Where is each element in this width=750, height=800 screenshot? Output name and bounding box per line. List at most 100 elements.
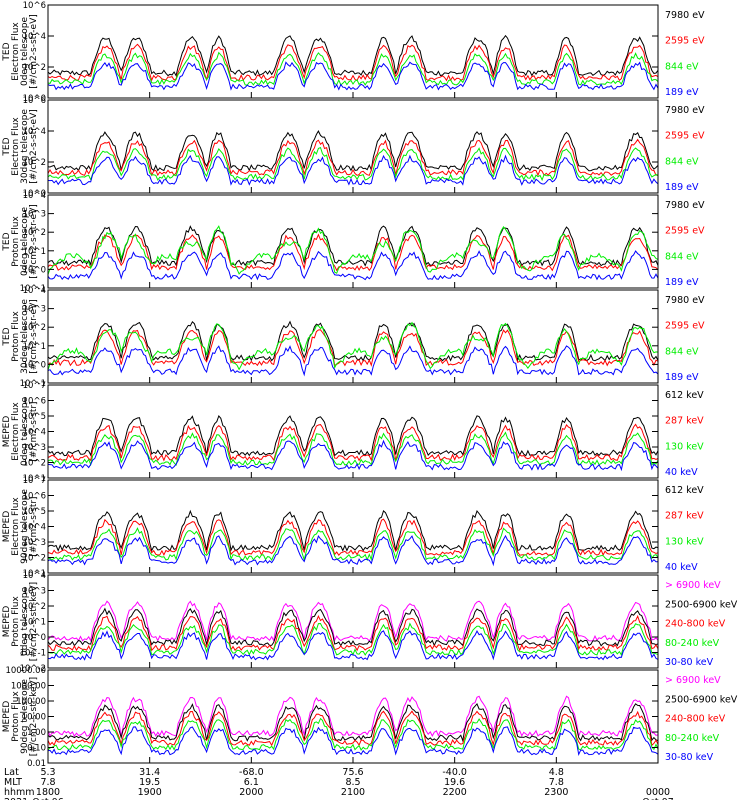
series-8-1 [47, 695, 659, 738]
x-row-label: 2021 [4, 797, 28, 800]
y-tick-label: 10.00 [22, 713, 46, 723]
y-axis-label: Electron Flux [11, 402, 21, 461]
legend-entry: 844 eV [665, 251, 699, 262]
y-tick-label: 10^5 [23, 412, 46, 422]
y-tick-label: 10000.00 [5, 666, 46, 676]
legend-entry: 844 eV [665, 156, 699, 167]
y-tick-label: 10^2 [23, 158, 46, 168]
x-tick-lat: -68.0 [239, 767, 264, 778]
x-tick-hhmm: 2300 [544, 787, 568, 798]
panel-5: 10^1 10^2 10^3 10^4 10^5 10^6 10^7 MEPED Electro… [2, 381, 704, 484]
y-tick-label: 10^4 [23, 191, 46, 201]
series-3-3 [47, 225, 659, 275]
legend-entry: 189 eV [665, 182, 699, 193]
y-axis-label: [#/cm2-s-str-eV] [29, 204, 39, 279]
panel-frame [47, 194, 659, 289]
x-tick-mlt: 6.1 [244, 777, 259, 788]
x-tick-mlt: 8.5 [345, 777, 360, 788]
series-6-1 [47, 509, 659, 553]
series-7-5 [47, 630, 659, 661]
series-7-1 [47, 600, 659, 643]
legend-entry: 2500-6900 keV [665, 599, 738, 610]
y-tick-label: 0.01 [27, 759, 46, 769]
series-2-4 [47, 154, 659, 186]
y-tick-label: 10^2 [23, 459, 46, 469]
x-tick-mlt: 19.5 [139, 777, 160, 788]
legend-entry: 40 keV [665, 467, 698, 478]
legend-entry: 612 keV [665, 485, 704, 496]
legend-entry: 844 eV [665, 61, 699, 72]
legend-entry: 612 keV [665, 390, 704, 401]
y-tick-label: 10^1 [23, 618, 46, 628]
y-axis-label: MEPED [2, 416, 12, 448]
y-tick-label: 10^7 [23, 476, 46, 486]
y-tick-label: 10^-1 [20, 284, 46, 294]
y-tick-label: 10^6 [23, 492, 46, 502]
series-5-3 [47, 431, 659, 467]
x-row-label: hhmm [4, 787, 35, 798]
y-axis-label: Proton Flux [11, 691, 21, 742]
y-axis-label: 0deg telescope [20, 397, 30, 467]
legend-entry: 2595 eV [665, 226, 705, 237]
y-axis-label: TED [2, 232, 12, 251]
series-1-2 [47, 43, 659, 82]
y-axis-label: 30deg telescope [20, 299, 30, 374]
y-tick-label: 10^3 [23, 210, 46, 220]
legend-entry: 7980 eV [665, 10, 705, 21]
series-7-4 [47, 622, 659, 657]
series-8-5 [47, 726, 659, 757]
y-tick-label: 10^3 [23, 587, 46, 597]
y-axis-label: Proton Flux [11, 596, 21, 647]
y-tick-label: 10^4 [23, 286, 46, 296]
y-tick-label: 10^2 [23, 63, 46, 73]
y-axis-label: 30deg telescope [20, 109, 30, 184]
legend-entry: 844 eV [665, 346, 699, 357]
y-axis-label: TED [2, 42, 12, 61]
panel-3: 10^-1 10^0 10^1 10^2 10^3 10^4 TED Proton Flux 0… [2, 191, 705, 294]
x-tick-date: Oct 07 [642, 797, 674, 800]
y-tick-label: 10^5 [23, 507, 46, 517]
y-tick-label: 10^0 [23, 94, 46, 104]
legend-entry: 30-80 keV [665, 752, 714, 763]
series-8-2 [47, 702, 659, 743]
y-axis-label: [#/cm2-s-str-keV] [29, 582, 39, 661]
y-tick-label: 10^6 [23, 96, 46, 106]
y-tick-label: 10^-1 [20, 379, 46, 389]
y-axis-label: [#/cm2-s-str-eV] [29, 299, 39, 374]
y-tick-label: 10^4 [23, 127, 46, 137]
legend-entry: 30-80 keV [665, 657, 714, 668]
y-tick-label: 10^3 [23, 538, 46, 548]
legend-entry: 2595 eV [665, 36, 705, 47]
y-axis-label: Electron Flux [11, 497, 21, 556]
y-axis-label: 0deg telescope [20, 17, 30, 87]
y-tick-label: 10^3 [23, 443, 46, 453]
y-axis-label: 0deg telescope [20, 207, 30, 277]
legend-entry: 7980 eV [665, 105, 705, 116]
legend-entry: 189 eV [665, 87, 699, 98]
y-tick-label: 10^-1 [20, 649, 46, 659]
panel-1: 10^0 10^2 10^4 10^6 TED Electron Flux 0deg tel… [2, 1, 705, 104]
y-tick-label: 10^2 [23, 554, 46, 564]
series-3-4 [47, 250, 659, 281]
panel-frame [47, 384, 659, 479]
panel-8: 0.01 0.10 1.00 10.00 100.00 1000.00 10000.00 ME… [2, 666, 738, 769]
y-tick-label: 10^7 [23, 381, 46, 391]
y-tick-label: 10^6 [23, 397, 46, 407]
series-4-1 [47, 320, 659, 362]
y-tick-label: 10^4 [23, 32, 46, 42]
y-tick-label: 10^4 [23, 571, 46, 581]
panel-frame [47, 479, 659, 574]
x-tick-mlt: 7.8 [40, 777, 55, 788]
y-axis-label: 90deg telescope [20, 489, 30, 564]
series-5-2 [47, 423, 659, 462]
series-1-4 [47, 61, 659, 91]
legend-entry: 189 eV [665, 277, 699, 288]
series-6-4 [47, 534, 659, 567]
x-tick-lat: -40.0 [442, 767, 467, 778]
panel-frame [47, 669, 659, 764]
y-tick-label: 10^-2 [20, 664, 46, 674]
y-tick-label: 10^3 [23, 305, 46, 315]
legend-entry: 2595 eV [665, 321, 705, 332]
x-tick-lat: 5.3 [40, 767, 55, 778]
x-tick-lat: 4.8 [549, 767, 564, 778]
